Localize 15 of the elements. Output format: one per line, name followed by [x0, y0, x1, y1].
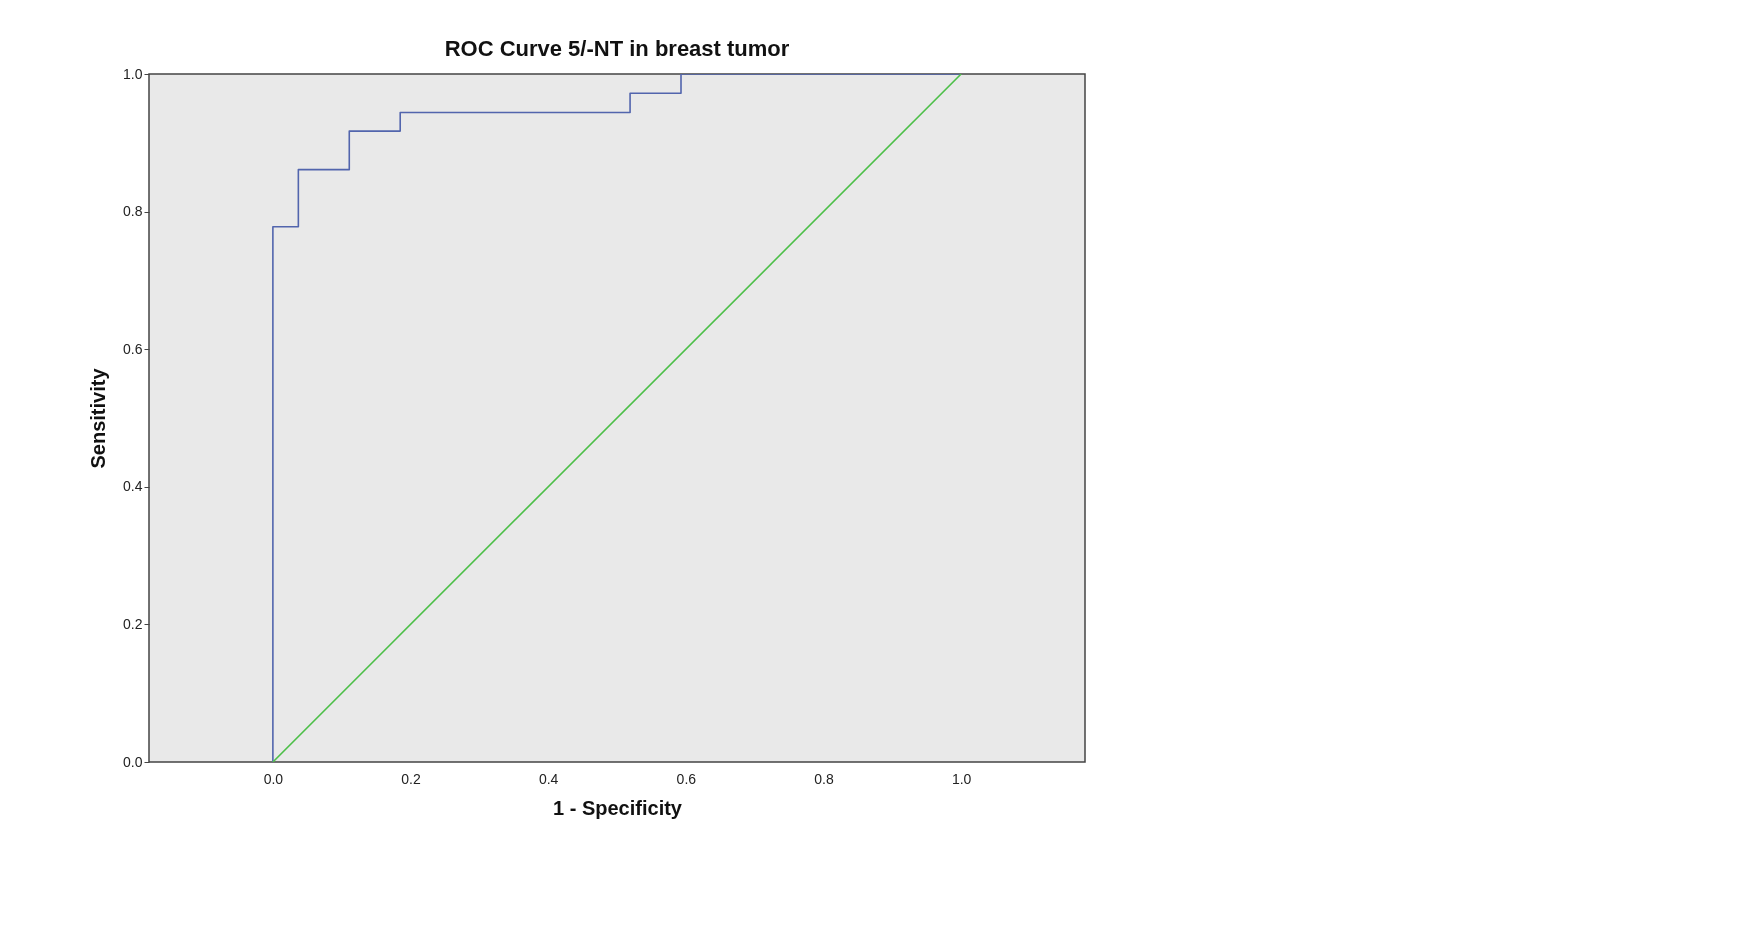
y-tick-label: 0.6 — [123, 340, 143, 357]
y-tick-label: 1.0 — [123, 65, 143, 82]
x-tick-label: 1.0 — [951, 770, 972, 787]
x-tick-label: 0.8 — [814, 770, 834, 787]
x-tick-label: 0.2 — [401, 770, 421, 787]
x-tick-label: 0.0 — [263, 770, 284, 787]
y-axis-title: Sensitivity — [87, 367, 110, 469]
y-tick-label: 0.8 — [123, 203, 143, 220]
y-tick-label: 0.4 — [123, 478, 143, 495]
y-tick-label: 0.2 — [123, 615, 143, 632]
x-tick-label: 0.6 — [676, 770, 697, 787]
x-tick-label: 0.4 — [538, 770, 559, 787]
x-axis-title: 1 - Specificity — [553, 796, 683, 819]
chart-title: ROC Curve 5/-NT in breast tumor — [444, 36, 790, 61]
y-tick-label: 0.0 — [123, 753, 143, 770]
